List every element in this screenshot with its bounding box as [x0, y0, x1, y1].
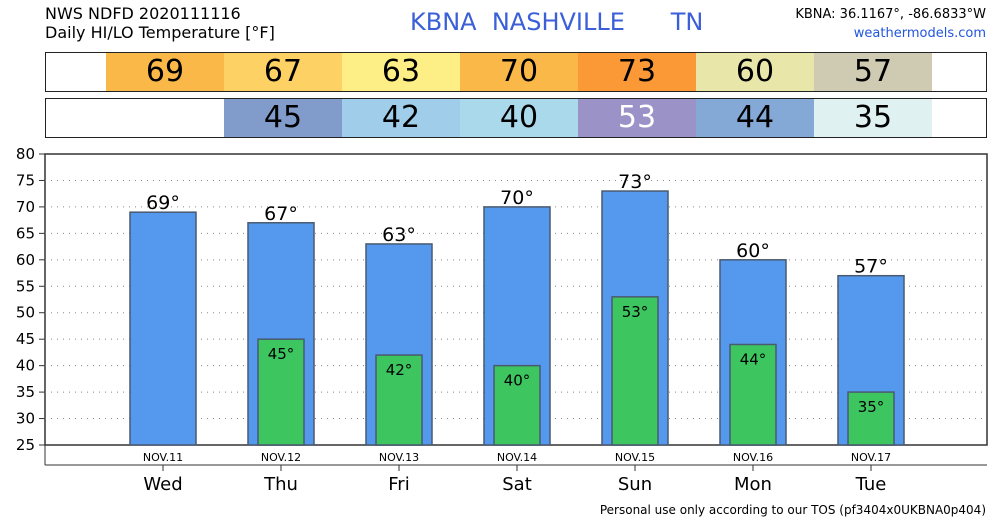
- low-temp-cell: 53: [578, 99, 696, 137]
- coordinates: KBNA: 36.1167°, -86.6833°W: [795, 7, 986, 22]
- date-label: NOV.14: [497, 451, 537, 464]
- low-temp-bar: [611, 296, 659, 446]
- high-temp-label: 69°: [146, 192, 180, 214]
- low-temp-cell: [106, 99, 224, 137]
- site-link[interactable]: weathermodels.com: [853, 26, 986, 41]
- high-temp-bar: [129, 211, 197, 446]
- high-temp-cell: 57: [814, 53, 932, 91]
- date-label: NOV.11: [143, 451, 183, 464]
- day-label: Tue: [855, 474, 887, 495]
- y-tick-label: 75: [16, 171, 35, 189]
- low-temp-cell: 40: [460, 99, 578, 137]
- y-tick-label: 50: [16, 304, 35, 322]
- low-temp-strip: 45 42 40 53 44 35: [45, 98, 987, 138]
- low-temp-cell: 44: [696, 99, 814, 137]
- location-title: KBNA NASHVILLE TN: [410, 8, 703, 36]
- high-temp-cell: 60: [696, 53, 814, 91]
- high-temp-cell: 70: [460, 53, 578, 91]
- low-temp-cell: 42: [342, 99, 460, 137]
- high-temp-label: 73°: [618, 171, 652, 193]
- y-tick-label: 65: [16, 224, 35, 242]
- high-temp-cell: 73: [578, 53, 696, 91]
- low-temp-cell: 45: [224, 99, 342, 137]
- day-label: Sat: [502, 474, 532, 495]
- date-label: NOV.13: [379, 451, 419, 464]
- low-temp-cell: 35: [814, 99, 932, 137]
- station-id: KBNA: [410, 8, 477, 36]
- day-label: Wed: [143, 474, 182, 495]
- low-temp-bar: [847, 391, 895, 446]
- y-tick-label: 25: [16, 436, 35, 454]
- y-tick-label: 80: [16, 145, 35, 163]
- high-temp-label: 57°: [854, 256, 888, 278]
- footer-note: Personal use only according to our TOS (…: [599, 503, 986, 517]
- y-tick-label: 40: [16, 357, 35, 375]
- run-title: NWS NDFD 2020111116: [45, 4, 241, 23]
- low-temp-bar: [729, 343, 777, 446]
- header-right: KBNA: 36.1167°, -86.6833°W weathermodels…: [795, 5, 986, 43]
- high-temp-cell: 69: [106, 53, 224, 91]
- date-label: NOV.15: [615, 451, 655, 464]
- day-label: Mon: [734, 474, 772, 495]
- high-temp-label: 67°: [264, 203, 298, 225]
- day-label: Sun: [618, 474, 652, 495]
- high-temp-strip: 69 67 63 70 73 60 57: [45, 52, 987, 92]
- day-label: Fri: [388, 474, 409, 495]
- low-temp-label: 35°: [858, 398, 885, 416]
- state-name: TN: [670, 8, 704, 36]
- low-temp-bar: [257, 338, 305, 446]
- low-temp-label: 45°: [268, 345, 295, 363]
- high-temp-label: 63°: [382, 224, 416, 246]
- low-temp-bar: [375, 354, 423, 446]
- low-temp-label: 42°: [386, 361, 413, 379]
- low-temp-label: 44°: [740, 350, 767, 368]
- low-temp-label: 53°: [622, 303, 649, 321]
- low-temp-label: 40°: [504, 372, 531, 390]
- high-temp-label: 70°: [500, 187, 534, 209]
- date-label: NOV.16: [733, 451, 773, 464]
- high-temp-label: 60°: [736, 240, 770, 262]
- header-left: NWS NDFD 2020111116 Daily HI/LO Temperat…: [45, 4, 275, 42]
- product-title: Daily HI/LO Temperature [°F]: [45, 23, 275, 42]
- y-tick-label: 35: [16, 383, 35, 401]
- low-temp-bar: [493, 364, 541, 446]
- y-tick-label: 45: [16, 330, 35, 348]
- temperature-chart: 80 75 70 65 60 55 50 45 40 35 30 25 69° NOV.11 Wed 67° 4…: [16, 145, 988, 495]
- high-temp-cell: 67: [224, 53, 342, 91]
- y-tick-label: 70: [16, 198, 35, 216]
- y-tick-label: 30: [16, 410, 35, 428]
- city-name: NASHVILLE: [491, 8, 625, 36]
- y-tick-label: 60: [16, 251, 35, 269]
- y-tick-label: 55: [16, 277, 35, 295]
- date-label: NOV.17: [851, 451, 891, 464]
- date-label: NOV.12: [261, 451, 301, 464]
- day-label: Thu: [263, 474, 298, 495]
- high-temp-cell: 63: [342, 53, 460, 91]
